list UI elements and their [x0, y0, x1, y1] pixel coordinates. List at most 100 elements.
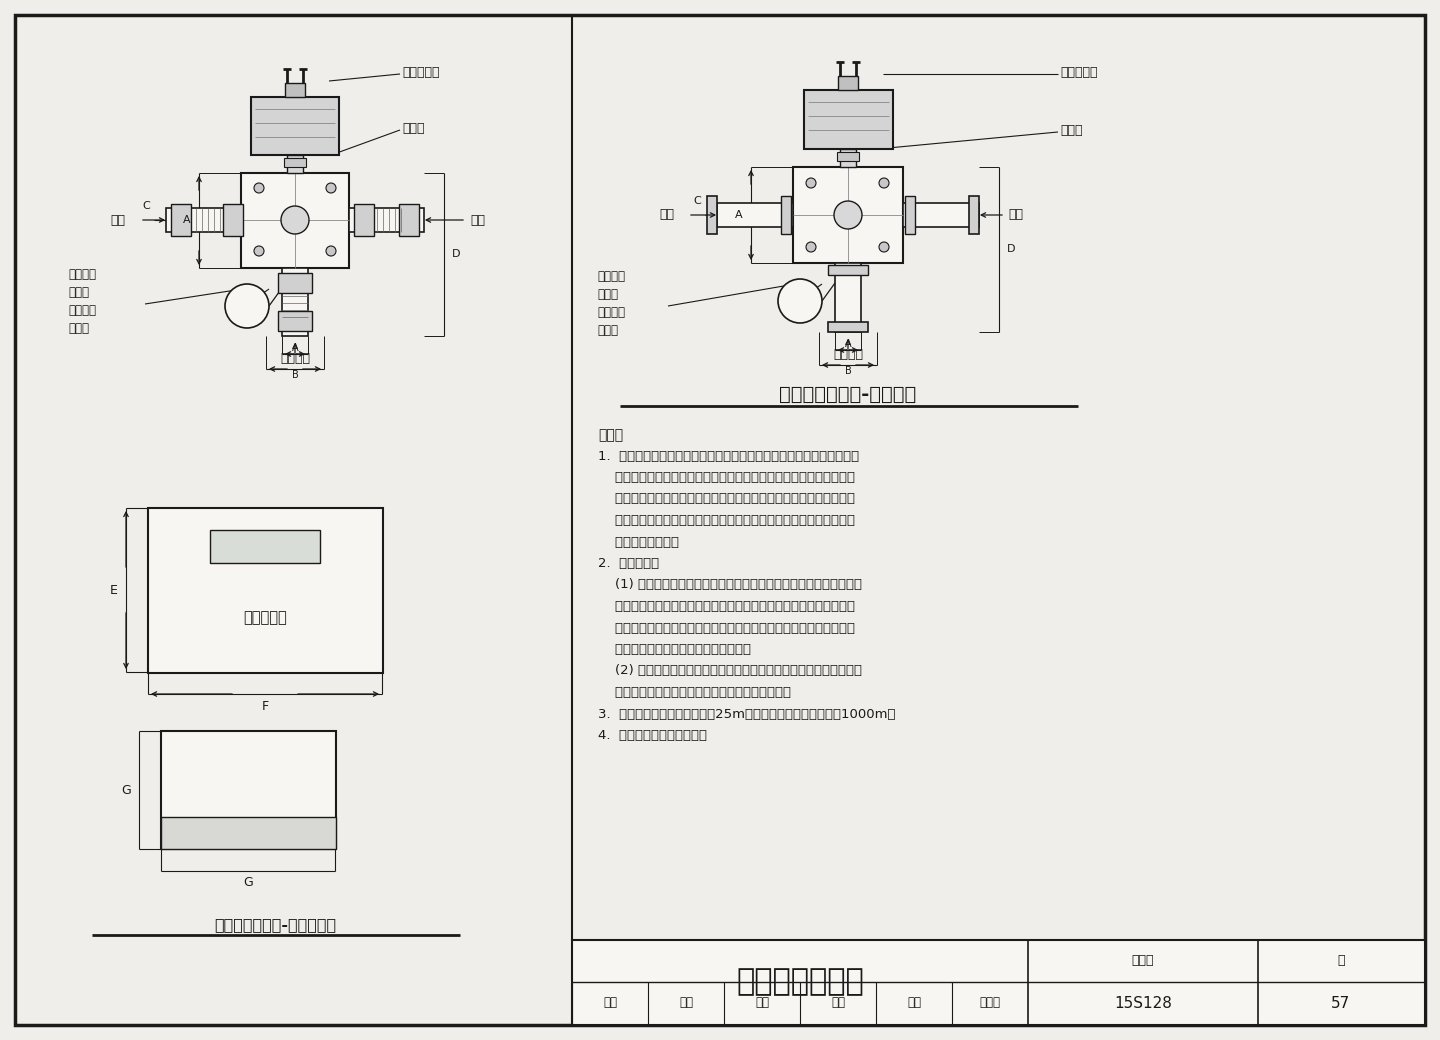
Text: C: C	[143, 201, 150, 211]
Text: G: G	[243, 877, 253, 889]
Text: 温度表: 温度表	[598, 288, 618, 301]
Text: D: D	[1007, 244, 1015, 254]
Bar	[148, 508, 383, 673]
Text: 混水温度: 混水温度	[68, 304, 96, 317]
Text: 冷热水进水比例，调节混合出水温度。: 冷热水进水比例，调节混合出水温度。	[598, 643, 752, 656]
Circle shape	[806, 242, 816, 252]
Bar	[284, 158, 305, 167]
Text: 57: 57	[1332, 995, 1351, 1011]
Text: 混合阀: 混合阀	[402, 122, 425, 134]
Text: 恒温混合阀和编程式电子恒温混合阀两种。普通电子恒温混合阀具有: 恒温混合阀和编程式电子恒温混合阀两种。普通电子恒温混合阀具有	[598, 471, 855, 484]
Text: A: A	[845, 339, 851, 349]
Bar	[837, 152, 860, 161]
Circle shape	[253, 183, 264, 193]
Text: D: D	[452, 249, 461, 259]
Circle shape	[971, 197, 976, 203]
Text: 供给用户热水水温恒定和控制高温杀灭军团菌系统的杀菌时间、核实: 供给用户热水水温恒定和控制高温杀灭军团菌系统的杀菌时间、核实	[598, 514, 855, 527]
Text: 贾革: 贾革	[680, 996, 693, 1010]
Bar	[240, 173, 348, 268]
Text: 混合出水: 混合出水	[279, 352, 310, 364]
Text: 1.  电子恒温混合阀由电子恒温混合阀和电子调节器组成。包括普通电子: 1. 电子恒温混合阀由电子恒温混合阀和电子调节器组成。包括普通电子	[598, 449, 860, 463]
Text: G: G	[121, 783, 131, 797]
Text: 进水端与冷水管连接，混合出水口为热水供水。混合阀出口的温度传: 进水端与冷水管连接，混合出水口为热水供水。混合阀出口的温度传	[598, 600, 855, 613]
Circle shape	[971, 227, 976, 233]
Bar	[278, 311, 312, 331]
Circle shape	[708, 227, 716, 233]
Circle shape	[253, 246, 264, 256]
Bar	[223, 204, 243, 236]
Text: 设计: 设计	[907, 996, 922, 1010]
Text: 电动执行器: 电动执行器	[402, 66, 439, 78]
Bar	[969, 196, 979, 234]
Text: 杀菌温度的功能。: 杀菌温度的功能。	[598, 536, 680, 548]
Circle shape	[834, 201, 863, 229]
Text: 校对: 校对	[755, 996, 769, 1010]
Bar	[572, 940, 1426, 1025]
Text: 电子调节器: 电子调节器	[243, 610, 287, 625]
Text: 说明：: 说明：	[598, 428, 624, 442]
Circle shape	[806, 178, 816, 188]
Bar	[287, 155, 302, 173]
Bar	[780, 196, 791, 234]
Text: 混合阀: 混合阀	[1060, 124, 1083, 136]
Text: 传感器: 传感器	[598, 324, 618, 337]
Text: C: C	[693, 196, 701, 206]
Text: B: B	[845, 366, 851, 376]
Text: 感器将混合后的热水温度传送到电子调节器，控制混合阀。通过调节: 感器将混合后的热水温度传送到电子调节器，控制混合阀。通过调节	[598, 622, 855, 634]
Bar	[210, 530, 320, 563]
Bar	[251, 97, 338, 155]
Text: 混水供水: 混水供水	[68, 268, 96, 281]
Bar	[835, 263, 861, 332]
Circle shape	[708, 197, 716, 203]
Bar	[278, 272, 312, 293]
Bar	[161, 817, 336, 849]
Circle shape	[325, 183, 336, 193]
Circle shape	[281, 206, 310, 234]
Bar	[171, 204, 192, 236]
Text: 冷水: 冷水	[1008, 208, 1022, 222]
Bar	[840, 149, 855, 167]
Text: A: A	[736, 210, 743, 220]
Text: F: F	[262, 700, 269, 712]
Text: 回水温度传感器反馈的数据，可以核实杀菌温度。: 回水温度传感器反馈的数据，可以核实杀菌温度。	[598, 686, 791, 699]
Text: 热水: 热水	[660, 208, 674, 222]
Bar	[903, 203, 979, 227]
Bar	[707, 196, 717, 234]
Bar	[828, 322, 868, 332]
Text: 保证供给用户热水水温恒定的功能。编程式电子恒温混合阀具有保证: 保证供给用户热水水温恒定的功能。编程式电子恒温混合阀具有保证	[598, 493, 855, 505]
Bar	[793, 167, 903, 263]
Text: 电子恒温混合阀: 电子恒温混合阀	[736, 967, 864, 996]
Text: (2) 调节器上的数字计时器，可设置高温杀灭军团菌的时间段。通过: (2) 调节器上的数字计时器，可设置高温杀灭军团菌的时间段。通过	[598, 665, 863, 677]
Text: 3.  供水温度传感器最长距离：25m；回水温度传感器最长距离1000m。: 3. 供水温度传感器最长距离：25m；回水温度传感器最长距离1000m。	[598, 707, 896, 721]
Text: 电子恒温混合阀-法兰连接: 电子恒温混合阀-法兰连接	[779, 385, 917, 404]
Bar	[282, 268, 308, 336]
Circle shape	[778, 279, 822, 323]
Text: 2.  工作原理：: 2. 工作原理：	[598, 557, 660, 570]
Text: (1) 电子恒温混合阀的热水进水端与储热水箱热水出水管连接，冷水: (1) 电子恒温混合阀的热水进水端与储热水箱热水出水管连接，冷水	[598, 578, 863, 592]
Text: 热水: 热水	[111, 213, 125, 227]
Bar	[161, 731, 336, 849]
Text: 页: 页	[1338, 955, 1345, 967]
Bar	[828, 265, 868, 275]
Bar	[348, 208, 423, 232]
Text: 混水温度: 混水温度	[598, 306, 625, 319]
Bar	[399, 204, 419, 236]
Bar	[838, 76, 858, 90]
Text: 15S128: 15S128	[1115, 995, 1172, 1011]
Bar	[904, 196, 914, 234]
Circle shape	[325, 246, 336, 256]
Text: E: E	[109, 583, 118, 597]
Text: 混合出水: 混合出水	[832, 347, 863, 361]
Text: 图集号: 图集号	[1132, 955, 1155, 967]
Text: 冷水: 冷水	[469, 213, 485, 227]
Circle shape	[225, 284, 269, 328]
Bar	[354, 204, 374, 236]
Text: 电动执行器: 电动执行器	[1060, 66, 1097, 78]
Bar	[166, 208, 240, 232]
Text: 混水供水: 混水供水	[598, 270, 625, 283]
Text: A: A	[292, 343, 298, 353]
Bar	[717, 203, 793, 227]
Text: 温度表: 温度表	[68, 286, 89, 300]
Text: 审核: 审核	[603, 996, 616, 1010]
Bar	[804, 90, 893, 149]
